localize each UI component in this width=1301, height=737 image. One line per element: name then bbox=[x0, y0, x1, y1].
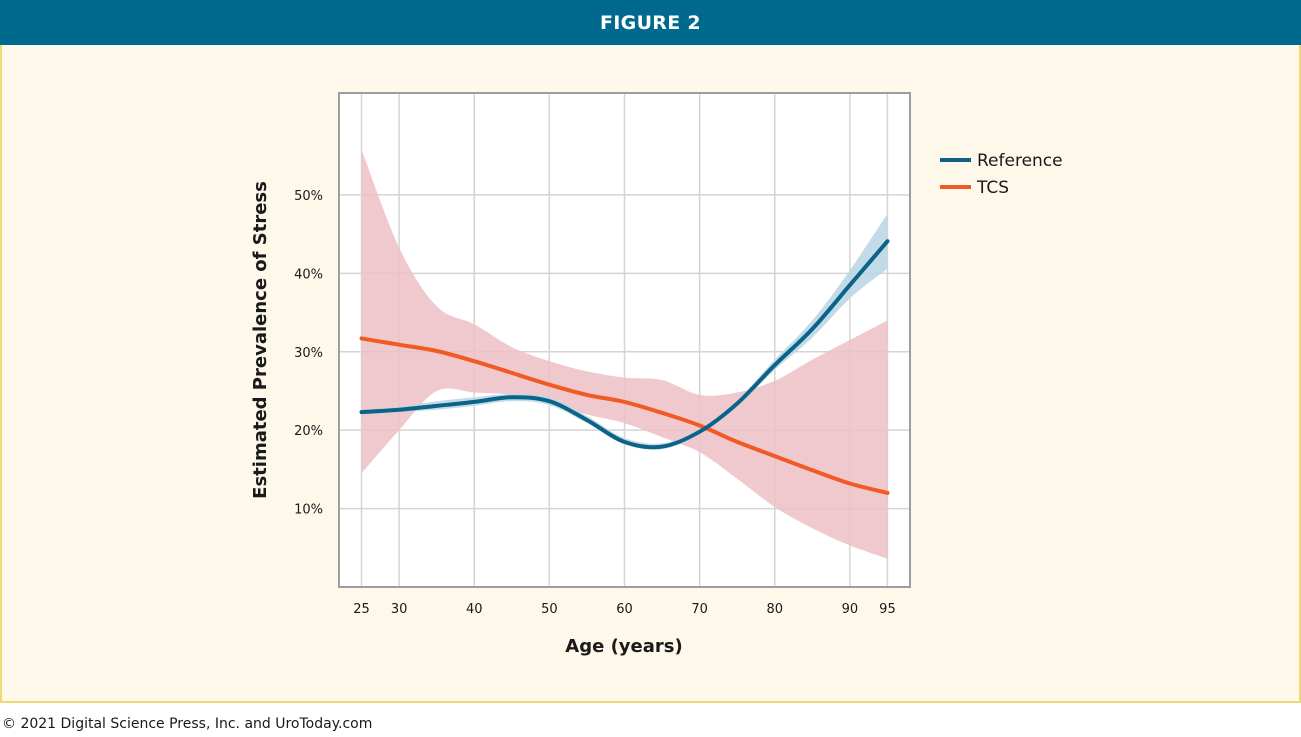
x-tick-95: 95 bbox=[879, 602, 896, 617]
figure-title-bar: FIGURE 2 bbox=[0, 0, 1301, 45]
series-lines bbox=[359, 239, 890, 495]
x-tick-60: 60 bbox=[616, 602, 633, 617]
x-tick-50: 50 bbox=[541, 602, 558, 617]
stress-prevalence-chart: 25 30 40 50 60 70 80 90 95 10% 20% 30% 40% 50% Age (… bbox=[250, 92, 1063, 657]
x-tick-70: 70 bbox=[691, 602, 708, 617]
x-tick-40: 40 bbox=[466, 602, 483, 617]
y-tick-labels: 10% 20% 30% 40% 50% bbox=[294, 189, 323, 518]
legend: Reference TCS bbox=[940, 151, 1063, 198]
y-tick-20: 20% bbox=[294, 424, 323, 439]
y-tick-10: 10% bbox=[294, 503, 323, 518]
x-tick-25: 25 bbox=[353, 602, 370, 617]
legend-label-tcs: TCS bbox=[976, 178, 1009, 198]
x-tick-90: 90 bbox=[842, 602, 859, 617]
legend-label-reference: Reference bbox=[977, 151, 1063, 171]
y-tick-50: 50% bbox=[294, 189, 323, 204]
line-tcs bbox=[359, 336, 890, 495]
y-tick-40: 40% bbox=[294, 267, 323, 282]
x-tick-30: 30 bbox=[391, 602, 408, 617]
copyright-notice: © 2021 Digital Science Press, Inc. and U… bbox=[2, 716, 373, 732]
x-axis-title: Age (years) bbox=[565, 636, 682, 657]
plot-border bbox=[338, 92, 911, 588]
x-tick-80: 80 bbox=[766, 602, 783, 617]
confidence-bands bbox=[361, 149, 888, 559]
y-axis-title: Estimated Prevalence of Stress bbox=[250, 181, 271, 499]
line-reference bbox=[359, 239, 890, 450]
figure-title: FIGURE 2 bbox=[600, 11, 701, 34]
x-tick-labels: 25 30 40 50 60 70 80 90 95 bbox=[353, 602, 895, 617]
y-tick-30: 30% bbox=[294, 346, 323, 361]
band-tcs bbox=[361, 149, 888, 559]
